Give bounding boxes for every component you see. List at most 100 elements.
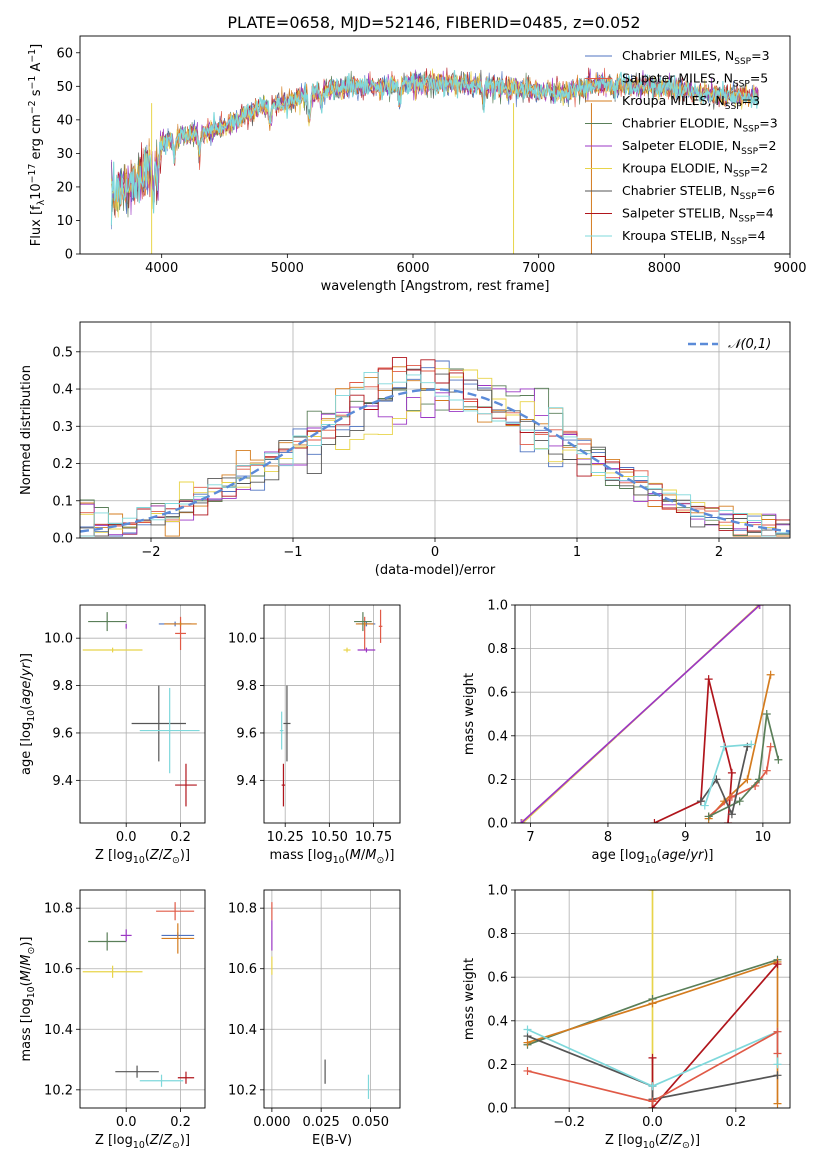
y-tick-label: 10.4 [44,1023,73,1038]
mass-weight-marker [648,1082,657,1091]
errorbar-point [177,1071,195,1084]
y-tick-label: 10.2 [44,1083,73,1098]
y-tick-label: 60 [56,46,73,61]
y-tick-label: 0.6 [487,971,508,986]
errorbar-point [161,923,195,954]
errorbar-point [120,929,132,942]
histogram-step [80,357,790,537]
errorbar-point [281,763,286,807]
errorbar-point [279,711,284,750]
mass-weight-marker [762,710,771,718]
y-axis-label: mass weight [462,958,477,1040]
y-tick-label: 0.0 [52,532,73,547]
errorbar-point [82,965,143,978]
y-tick-label: 0.4 [52,383,73,398]
x-axis-label: mass [log10(M/M⊙)] [270,848,395,866]
y-tick-label: 0.1 [52,494,73,509]
x-axis-label: Z [log10(Z/Z⊙)] [95,1133,190,1151]
y-axis-label: mass weight [462,673,477,755]
x-tick-label: −0.2 [553,1115,585,1130]
histogram-step [80,371,790,537]
spectrum-line [110,70,759,226]
y-tick-label: 10.8 [44,902,73,917]
x-tick-label: 4000 [145,261,178,276]
y-tick-label: 0.2 [487,1058,508,1073]
x-tick-label: 7 [526,830,534,845]
mass-weight-marker [755,605,764,609]
mass-weight-marker [755,775,764,784]
x-tick-label: 7000 [522,261,555,276]
mass-weight-marker [523,1066,532,1075]
errorbar-point [156,902,195,921]
legend-label: Salpeter ELODIE, NSSP=2 [622,138,776,157]
y-tick-label: 0.0 [487,1102,508,1117]
mass-weight-marker [773,1071,782,1080]
mass-weight-marker [518,819,527,823]
mass-weight-marker [696,797,705,806]
y-tick-label: 0 [65,248,73,263]
mass-vs-EBV-panel: 0.000 0.025 0.050 10.2 10.4 10.6 10.8 E(B-V) [228,889,401,1148]
x-axis-label: Z [log10(Z/Z⊙)] [605,1133,700,1151]
x-tick-label: 5000 [271,261,304,276]
residual-histogram-panel: −2 −1 0 1 2 0.0 0.1 0.2 0.3 0.4 0.5 (data-model)/er… [19,321,791,578]
errorbar-point [164,621,197,627]
x-tick-label: 2 [715,545,723,560]
y-axis-label: Normed distribution [19,365,34,495]
errorbar-point [343,647,351,653]
errorbar-point [88,612,127,632]
mass-weight-marker [773,960,782,969]
mass-weight-marker [766,670,775,679]
y-tick-label: 1.0 [487,884,508,899]
mass-weight-marker [650,819,659,823]
y-axis-label: Flux [fλ10−17 erg cm−2 s−1 A−1] [27,44,47,246]
y-tick-label: 10 [56,214,73,229]
x-tick-label: 0 [431,545,439,560]
mass-weight-marker [747,740,756,749]
x-axis-label: E(B-V) [312,1133,352,1148]
mass-weight-marker [523,1025,532,1034]
y-tick-label: 1.0 [487,599,508,614]
errorbar-point [88,932,127,951]
y-tick-label: 0.2 [52,457,73,472]
mass-weight-marker [648,999,657,1008]
mass-weight-marker [735,797,744,806]
x-tick-label: −1 [283,545,302,560]
mass-weight-line [651,963,779,1108]
y-tick-label: 9.4 [236,774,257,789]
mass-weight-line [520,605,761,823]
x-tick-label: 0.0 [116,830,137,845]
axes-frame [79,889,206,1109]
residual-histogram-plot-area [80,357,790,537]
legend-label: Kroupa MILES, NSSP=3 [622,93,760,112]
figure-title: PLATE=0658, MJD=52146, FIBERID=0485, z=0… [227,13,640,32]
mass-weight-marker [720,742,729,751]
y-tick-label: 0.4 [487,1014,508,1029]
age-vs-Z-panel: 0.0 0.2 9.4 9.6 9.8 10.0 Z [log10(Z/Z⊙)] age [l… [19,604,206,866]
errorbar-point [355,621,374,627]
mass-weight-marker [774,755,783,764]
x-tick-label: 0.0 [642,1115,663,1130]
errorbar-point [131,685,186,762]
mass-weight-marker [704,675,713,684]
x-tick-label: 9000 [773,261,806,276]
x-axis-label: wavelength [Angstrom, rest frame] [321,279,550,294]
y-tick-label: 10.0 [228,632,257,647]
mass-weight-line [527,1030,779,1103]
mass-weight-marker [727,768,736,777]
y-tick-label: 9.6 [236,726,257,741]
x-tick-label: 1 [573,545,581,560]
y-tick-label: 10.0 [44,632,73,647]
mass-weight-marker [517,819,526,823]
y-tick-label: 0.2 [487,773,508,788]
x-tick-label: 10 [755,830,772,845]
legend-label: 𝒩(0,1) [728,337,771,352]
axes-frame [263,889,401,1109]
y-tick-label: 9.6 [52,726,73,741]
massweight-vs-Z-plot-area [523,890,782,1108]
y-tick-label: 10.6 [228,962,257,977]
mass-weight-line [700,746,749,817]
errorbar-point [357,647,376,653]
y-tick-label: 9.8 [52,679,73,694]
mass-weight-marker [773,1027,782,1036]
